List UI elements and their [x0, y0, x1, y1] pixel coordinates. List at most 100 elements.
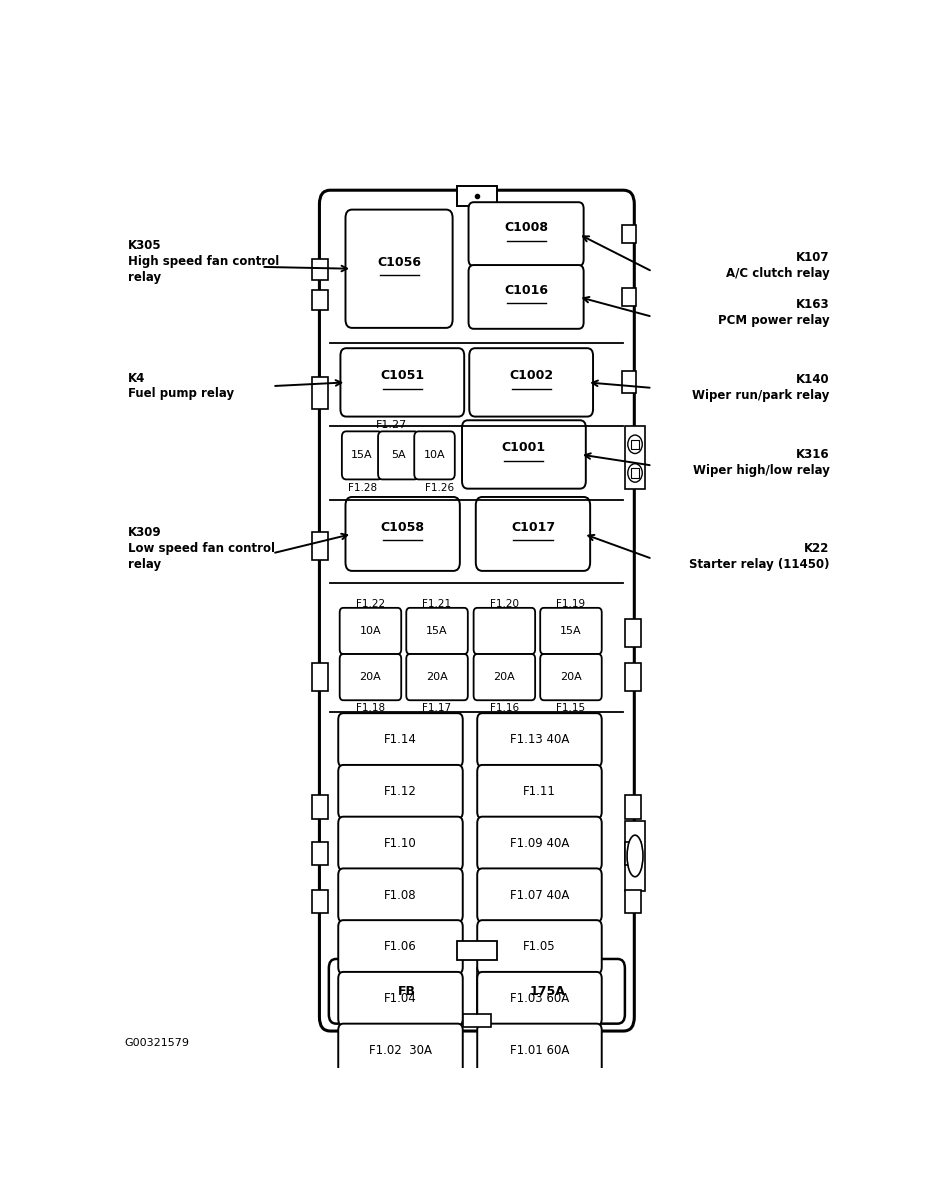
Text: F1.22: F1.22 [356, 599, 385, 608]
Bar [622, 224, 636, 244]
FancyBboxPatch shape [469, 265, 584, 329]
Text: C1002: C1002 [509, 370, 553, 383]
FancyBboxPatch shape [342, 431, 382, 480]
Text: FB: FB [398, 985, 416, 998]
Text: F1.20: F1.20 [489, 599, 519, 608]
Bar [625, 664, 641, 691]
Bar [625, 796, 641, 818]
Text: F1.03 60A: F1.03 60A [510, 992, 569, 1006]
Text: 15A: 15A [351, 450, 373, 461]
Text: G00321579: G00321579 [124, 1038, 189, 1048]
Text: 20A: 20A [426, 672, 448, 682]
Text: F1.08: F1.08 [384, 889, 417, 901]
Text: F1.14: F1.14 [384, 733, 417, 746]
Text: K309
Low speed fan control
relay: K309 Low speed fan control relay [128, 527, 275, 571]
FancyBboxPatch shape [477, 713, 601, 767]
Text: F1.19: F1.19 [557, 599, 586, 608]
FancyBboxPatch shape [477, 920, 601, 973]
Text: C1016: C1016 [504, 284, 548, 296]
Text: K163
PCM power relay: K163 PCM power relay [718, 298, 829, 326]
FancyBboxPatch shape [474, 608, 535, 654]
Text: F1.26: F1.26 [425, 484, 454, 493]
Text: 20A: 20A [493, 672, 516, 682]
Bar [625, 426, 645, 488]
Bar [312, 841, 328, 865]
Text: C1008: C1008 [504, 221, 548, 234]
Text: F1.13 40A: F1.13 40A [510, 733, 569, 746]
Bar [625, 841, 641, 865]
FancyBboxPatch shape [540, 608, 601, 654]
FancyBboxPatch shape [477, 764, 601, 818]
Text: K316
Wiper high/low relay: K316 Wiper high/low relay [693, 449, 829, 478]
Bar [463, 1014, 490, 1027]
Text: 10A: 10A [424, 450, 446, 461]
Bar [312, 290, 328, 311]
Bar [457, 186, 497, 206]
FancyBboxPatch shape [338, 869, 462, 922]
Ellipse shape [627, 835, 643, 877]
FancyBboxPatch shape [340, 654, 402, 701]
Text: C1001: C1001 [502, 442, 546, 455]
Text: F1.27: F1.27 [376, 420, 407, 431]
Bar [312, 377, 328, 409]
Bar [631, 468, 639, 478]
Text: F1.05: F1.05 [523, 941, 556, 954]
FancyBboxPatch shape [477, 972, 601, 1026]
Text: F1.28: F1.28 [347, 484, 376, 493]
FancyBboxPatch shape [540, 654, 601, 701]
FancyBboxPatch shape [469, 348, 593, 416]
Text: F1.21: F1.21 [422, 599, 452, 608]
FancyBboxPatch shape [477, 869, 601, 922]
Bar [312, 889, 328, 913]
FancyBboxPatch shape [338, 920, 462, 973]
FancyBboxPatch shape [477, 1024, 601, 1078]
FancyBboxPatch shape [338, 764, 462, 818]
FancyBboxPatch shape [477, 817, 601, 870]
Bar [622, 288, 636, 306]
Bar [312, 532, 328, 559]
Text: C1017: C1017 [511, 521, 555, 534]
FancyBboxPatch shape [329, 959, 625, 1024]
Text: K305
High speed fan control
relay: K305 High speed fan control relay [128, 239, 279, 284]
Bar [622, 371, 636, 394]
Text: 20A: 20A [560, 672, 582, 682]
Text: F1.10: F1.10 [384, 836, 417, 850]
Text: K22
Starter relay (11450): K22 Starter relay (11450) [689, 541, 829, 571]
FancyBboxPatch shape [338, 817, 462, 870]
Text: K4
Fuel pump relay: K4 Fuel pump relay [128, 372, 234, 400]
Text: K140
Wiper run/park relay: K140 Wiper run/park relay [692, 373, 829, 402]
FancyBboxPatch shape [319, 190, 634, 1031]
Text: F1.16: F1.16 [489, 703, 519, 713]
Bar [631, 439, 639, 449]
FancyBboxPatch shape [406, 608, 468, 654]
Text: F1.07 40A: F1.07 40A [510, 889, 569, 901]
Text: F1.17: F1.17 [422, 703, 452, 713]
FancyBboxPatch shape [475, 497, 590, 571]
FancyBboxPatch shape [338, 972, 462, 1026]
Text: F1.15: F1.15 [557, 703, 586, 713]
FancyBboxPatch shape [406, 654, 468, 701]
FancyBboxPatch shape [338, 713, 462, 767]
Text: K107
A/C clutch relay: K107 A/C clutch relay [726, 252, 829, 281]
Bar [312, 796, 328, 818]
Bar [625, 619, 641, 647]
Bar [625, 889, 641, 913]
FancyBboxPatch shape [415, 431, 455, 480]
FancyBboxPatch shape [378, 431, 418, 480]
FancyBboxPatch shape [338, 1024, 462, 1078]
FancyBboxPatch shape [346, 210, 453, 328]
FancyBboxPatch shape [340, 608, 402, 654]
Text: 10A: 10A [360, 626, 381, 636]
Text: C1051: C1051 [380, 370, 424, 383]
Bar [457, 942, 497, 960]
Text: 15A: 15A [426, 626, 448, 636]
FancyBboxPatch shape [474, 654, 535, 701]
Text: 20A: 20A [360, 672, 381, 682]
Text: F1.12: F1.12 [384, 785, 417, 798]
Bar [625, 821, 645, 890]
Text: F1.18: F1.18 [356, 703, 385, 713]
FancyBboxPatch shape [462, 420, 586, 488]
Bar [312, 664, 328, 691]
Text: F1.06: F1.06 [384, 941, 417, 954]
Text: F1.09 40A: F1.09 40A [510, 836, 569, 850]
